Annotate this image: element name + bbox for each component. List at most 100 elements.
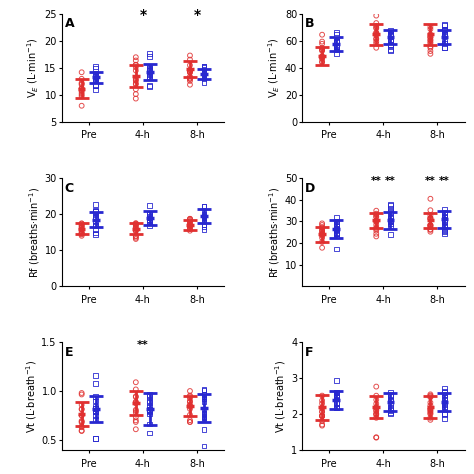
Point [132, 409, 140, 416]
Point [441, 223, 448, 231]
Point [332, 400, 340, 407]
Point [186, 218, 194, 225]
Point [200, 414, 208, 421]
Point [78, 80, 85, 88]
Point [319, 412, 326, 420]
Point [146, 69, 154, 77]
Point [427, 214, 434, 222]
Point [78, 221, 85, 229]
Point [319, 46, 326, 54]
Point [427, 410, 434, 418]
Point [200, 395, 208, 402]
Point [92, 76, 100, 83]
Point [132, 219, 140, 227]
Point [132, 406, 140, 414]
Point [386, 41, 394, 48]
Point [146, 219, 154, 226]
Point [441, 230, 448, 237]
Point [92, 210, 100, 218]
Point [132, 220, 140, 228]
Point [441, 411, 448, 419]
Point [386, 393, 394, 401]
Point [200, 67, 208, 74]
Point [386, 406, 394, 414]
Point [386, 214, 394, 221]
Point [386, 217, 394, 224]
Point [441, 384, 448, 392]
Point [386, 218, 394, 226]
Point [186, 68, 194, 75]
Point [386, 217, 394, 225]
Point [386, 388, 394, 396]
Point [441, 40, 448, 47]
Point [332, 37, 340, 45]
Point [200, 210, 208, 218]
Point [386, 205, 394, 212]
Point [132, 61, 140, 69]
Point [146, 454, 154, 461]
Point [92, 86, 100, 93]
Point [319, 421, 326, 428]
Point [332, 30, 340, 38]
Point [373, 213, 380, 220]
Point [146, 222, 154, 230]
Point [373, 44, 380, 52]
Point [373, 25, 380, 32]
Point [92, 406, 100, 414]
Point [427, 393, 434, 401]
Point [78, 75, 85, 82]
Point [373, 213, 380, 220]
Point [441, 415, 448, 422]
Point [186, 227, 194, 235]
Point [332, 42, 340, 50]
Point [78, 92, 85, 100]
Point [186, 75, 194, 83]
Point [92, 72, 100, 80]
Point [92, 63, 100, 70]
Point [186, 81, 194, 89]
Point [132, 407, 140, 415]
Point [319, 234, 326, 242]
Point [441, 205, 448, 213]
Point [386, 31, 394, 38]
Y-axis label: V$_E$ (L·min$^{-1}$): V$_E$ (L·min$^{-1}$) [26, 38, 42, 99]
Point [200, 410, 208, 417]
Point [373, 210, 380, 218]
Point [146, 210, 154, 218]
Point [373, 410, 380, 418]
Point [92, 435, 100, 442]
Point [132, 64, 140, 71]
Point [132, 378, 140, 386]
Point [441, 227, 448, 235]
Point [92, 231, 100, 238]
Point [319, 397, 326, 404]
Point [78, 229, 85, 237]
Point [146, 393, 154, 401]
Text: D: D [305, 182, 316, 194]
Point [386, 391, 394, 398]
Point [427, 214, 434, 222]
Point [200, 386, 208, 394]
Point [146, 216, 154, 223]
Point [132, 74, 140, 82]
Point [441, 210, 448, 218]
Point [92, 208, 100, 215]
Point [186, 416, 194, 424]
Point [373, 30, 380, 38]
Point [386, 396, 394, 404]
Point [186, 393, 194, 401]
Point [78, 229, 85, 237]
Point [373, 403, 380, 411]
Point [132, 81, 140, 88]
Point [78, 230, 85, 237]
Point [200, 416, 208, 423]
Point [386, 42, 394, 50]
Point [146, 66, 154, 73]
Point [427, 38, 434, 46]
Point [373, 40, 380, 47]
Point [373, 396, 380, 403]
Point [200, 425, 208, 433]
Point [78, 231, 85, 238]
Point [146, 403, 154, 410]
Point [319, 408, 326, 415]
